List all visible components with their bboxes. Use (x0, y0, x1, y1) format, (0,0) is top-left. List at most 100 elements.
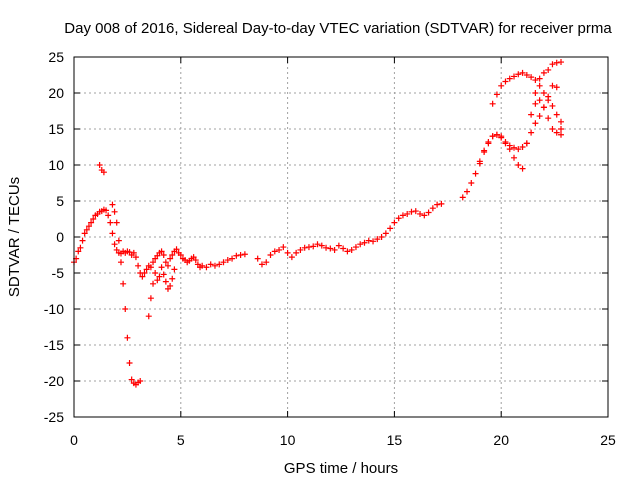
data-point (137, 378, 144, 384)
data-point (558, 118, 565, 125)
data-point (220, 259, 227, 266)
x-tick-label: 10 (280, 432, 296, 448)
data-point (476, 158, 483, 165)
data-point (549, 126, 556, 132)
data-point (167, 282, 174, 289)
data-point (177, 252, 184, 258)
data-point (511, 73, 518, 80)
grid-layer (73, 56, 609, 418)
data-point (160, 252, 167, 258)
data-point (211, 262, 218, 269)
data-point (158, 248, 165, 255)
data-point (425, 209, 432, 216)
data-point (117, 259, 124, 266)
data-point (132, 254, 139, 261)
data-point (331, 246, 338, 253)
series-3 (145, 264, 178, 320)
data-point (472, 170, 479, 177)
series-2 (109, 201, 144, 388)
data-point (162, 259, 169, 266)
data-point (532, 90, 539, 96)
data-point (523, 72, 530, 78)
data-point (154, 277, 161, 284)
data-point (107, 219, 114, 226)
data-point (293, 249, 300, 256)
x-tick-label: 20 (493, 432, 509, 448)
chart-title: Day 008 of 2016, Sidereal Day-to-day VTE… (64, 20, 612, 37)
data-point (515, 146, 522, 153)
data-point (553, 84, 560, 91)
data-point (536, 82, 543, 89)
data-point (391, 219, 398, 226)
data-point (152, 270, 159, 276)
data-point (237, 252, 244, 258)
data-point (169, 275, 176, 282)
data-point (160, 271, 167, 278)
y-tick-label: 20 (48, 85, 64, 101)
data-point (558, 131, 565, 138)
data-point (502, 140, 509, 147)
data-point (147, 264, 154, 271)
data-point (558, 59, 565, 66)
data-point (382, 230, 389, 237)
data-point (532, 120, 539, 127)
x-tick-label: 25 (600, 432, 616, 448)
data-point (100, 169, 107, 176)
x-axis-title: GPS time / hours (284, 460, 398, 477)
data-point (310, 243, 317, 250)
data-point (115, 237, 122, 244)
data-point (361, 239, 368, 246)
data-point (109, 201, 116, 208)
data-point (90, 216, 97, 222)
data-point (314, 241, 321, 248)
data-point (162, 278, 169, 285)
data-point (528, 129, 535, 136)
data-point (493, 91, 500, 98)
data-point (549, 82, 556, 89)
data-point (156, 273, 163, 280)
data-point (171, 266, 178, 273)
data-point (122, 306, 129, 312)
data-point (532, 77, 539, 84)
data-point (96, 162, 103, 168)
x-tick-label: 5 (177, 432, 185, 448)
data-point (216, 261, 223, 268)
y-tick-label: -25 (44, 409, 64, 425)
data-point (553, 111, 560, 118)
data-point (111, 241, 118, 248)
series-5 (489, 69, 565, 125)
data-point (464, 188, 471, 195)
data-point (229, 255, 236, 262)
data-point (141, 270, 148, 276)
data-point (523, 140, 530, 147)
data-point (199, 262, 206, 269)
data-point (434, 201, 441, 208)
data-point (79, 237, 86, 244)
data-point (545, 115, 552, 122)
data-point (288, 254, 295, 261)
data-point (139, 273, 146, 280)
data-point (404, 210, 411, 217)
series-4 (476, 59, 565, 172)
data-point (150, 280, 157, 287)
data-point (327, 245, 334, 252)
data-point (83, 226, 90, 233)
y-tick-label: -15 (44, 337, 64, 353)
data-point (167, 255, 174, 262)
x-tick-label: 15 (387, 432, 403, 448)
data-point (173, 246, 180, 253)
data-point (365, 237, 372, 244)
data-point (485, 140, 492, 147)
data-point (284, 249, 291, 256)
data-point (207, 261, 214, 268)
data-point (374, 236, 381, 243)
data-point (429, 205, 436, 212)
y-tick-label: 15 (48, 121, 64, 137)
data-point (498, 133, 505, 140)
data-point (145, 313, 152, 320)
data-point (109, 230, 116, 237)
data-point (263, 259, 270, 266)
data-point (549, 102, 556, 109)
data-point (553, 59, 560, 66)
data-point (370, 238, 377, 245)
